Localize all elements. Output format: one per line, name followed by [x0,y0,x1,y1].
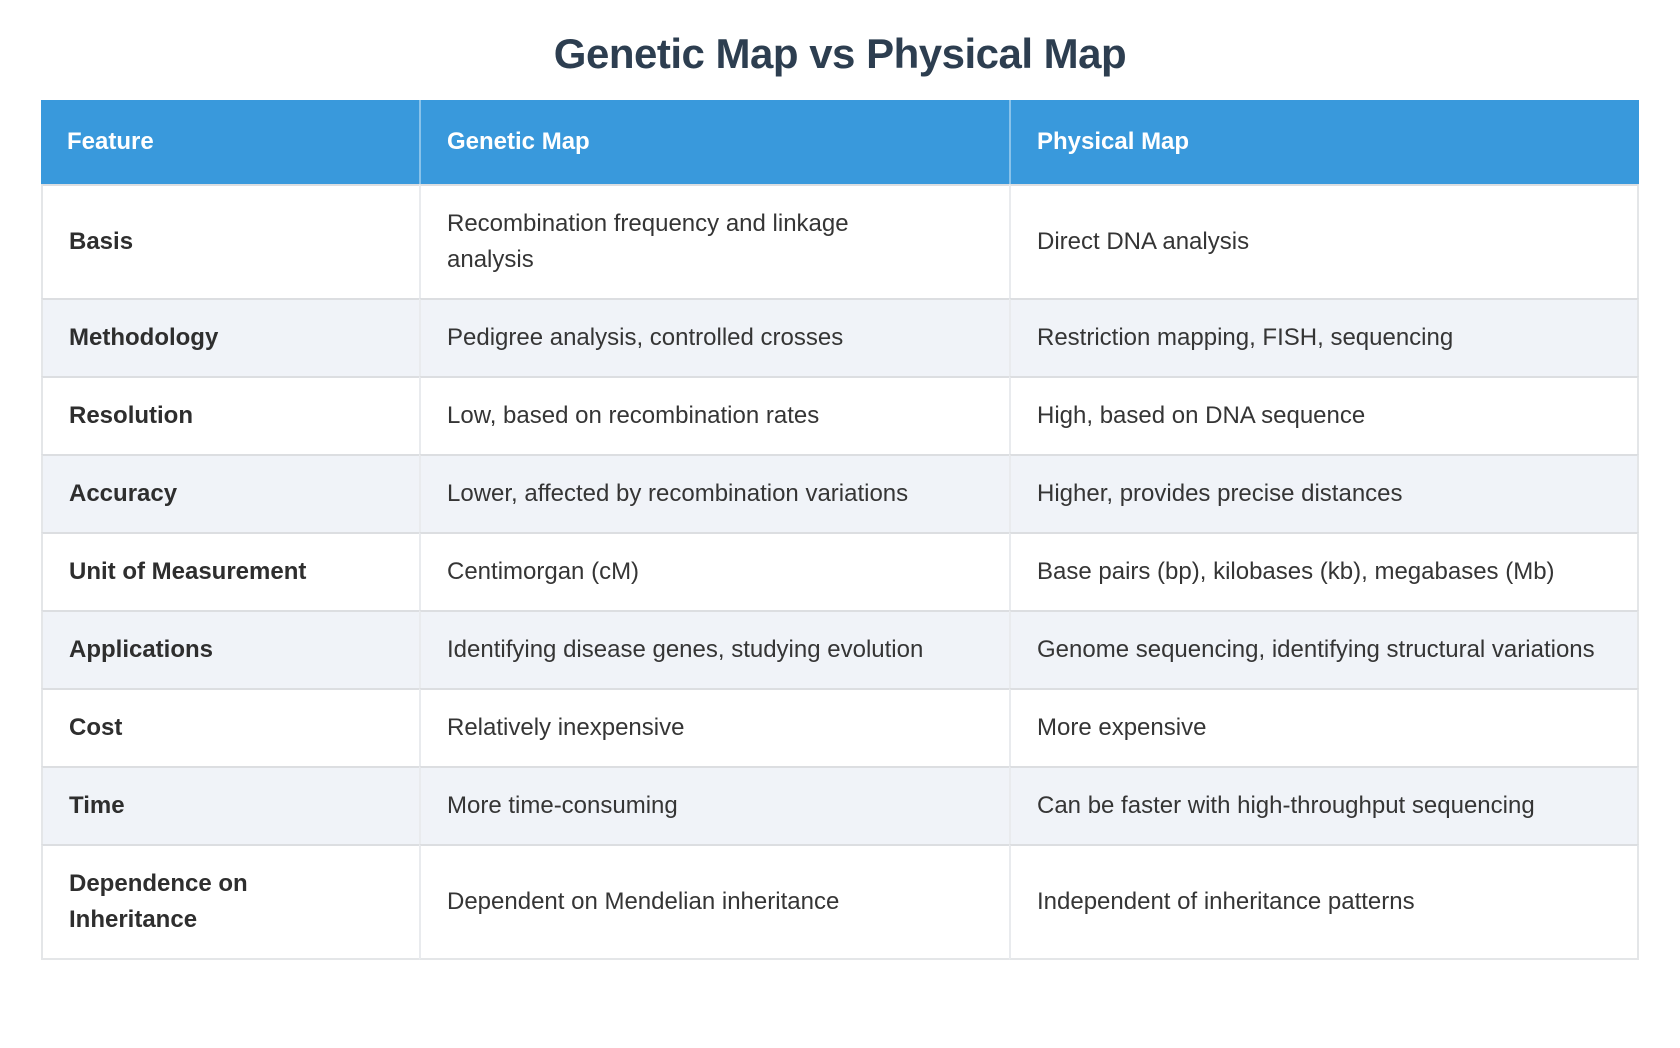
genetic-map-value: Centimorgan (cM) [447,558,640,585]
genetic-map-cell: Identifying disease genes, studying evol… [419,610,1009,688]
physical-map-cell: Independent of inheritance patterns [1009,844,1639,960]
genetic-map-value: Pedigree analysis, controlled crosses [447,324,844,351]
genetic-map-cell: Dependent on Mendelian inheritance [419,844,1009,960]
physical-map-cell: Genome sequencing, identifying structura… [1009,610,1639,688]
genetic-map-cell: Pedigree analysis, controlled crosses [419,298,1009,376]
genetic-map-value: Relatively inexpensive [447,714,685,741]
physical-map-cell: Can be faster with high-throughput seque… [1009,766,1639,844]
physical-map-cell: Base pairs (bp), kilobases (kb), megabas… [1009,532,1639,610]
feature-cell: Cost [41,688,419,766]
physical-map-value: Restriction mapping, FISH, sequencing [1037,324,1454,351]
table-row: Unit of Measurement Centimorgan (cM) Bas… [41,532,1639,610]
column-header-genetic-map: Genetic Map [419,100,1009,184]
table-row: Cost Relatively inexpensive More expensi… [41,688,1639,766]
table-row: Time More time-consuming Can be faster w… [41,766,1639,844]
physical-map-value: Higher, provides precise distances [1037,480,1403,507]
genetic-map-value: Identifying disease genes, studying evol… [447,636,924,663]
feature-label: Basis [69,228,134,255]
feature-label: Time [69,792,125,819]
physical-map-value: More expensive [1037,714,1207,741]
table-row: Methodology Pedigree analysis, controlle… [41,298,1639,376]
feature-cell: Time [41,766,419,844]
physical-map-value: Direct DNA analysis [1037,228,1250,255]
table-header-row: Feature Genetic Map Physical Map [41,100,1639,184]
genetic-map-cell: Relatively inexpensive [419,688,1009,766]
physical-map-cell: High, based on DNA sequence [1009,376,1639,454]
physical-map-value: Base pairs (bp), kilobases (kb), megabas… [1037,558,1555,585]
feature-cell: Dependence on Inheritance [41,844,419,960]
feature-label: Unit of Measurement [69,558,307,585]
feature-cell: Methodology [41,298,419,376]
feature-label: Methodology [69,324,219,351]
genetic-map-value: More time-consuming [447,792,678,819]
physical-map-value: Independent of inheritance patterns [1037,888,1415,915]
feature-label: Accuracy [69,480,178,507]
physical-map-value: Genome sequencing, identifying structura… [1037,636,1595,663]
genetic-map-cell: Recombination frequency and linkage anal… [419,184,1009,298]
column-header-physical-map: Physical Map [1009,100,1639,184]
feature-label: Cost [69,714,123,741]
physical-map-value: Can be faster with high-throughput seque… [1037,792,1535,819]
table-row: Dependence on Inheritance Dependent on M… [41,844,1639,960]
genetic-map-cell: Low, based on recombination rates [419,376,1009,454]
genetic-map-value: Lower, affected by recombination variati… [447,480,909,507]
column-header-feature: Feature [41,100,419,184]
page-title: Genetic Map vs Physical Map [553,30,1127,77]
physical-map-cell: More expensive [1009,688,1639,766]
table-row: Accuracy Lower, affected by recombinatio… [41,454,1639,532]
table-row: Basis Recombination frequency and linkag… [41,184,1639,298]
table-row: Resolution Low, based on recombination r… [41,376,1639,454]
comparison-table: Feature Genetic Map Physical Map Basis R… [41,100,1639,960]
feature-label: Applications [69,636,214,663]
feature-cell: Applications [41,610,419,688]
feature-cell: Unit of Measurement [41,532,419,610]
physical-map-cell: Direct DNA analysis [1009,184,1639,298]
genetic-map-value: Low, based on recombination rates [447,402,820,429]
table-row: Applications Identifying disease genes, … [41,610,1639,688]
physical-map-cell: Higher, provides precise distances [1009,454,1639,532]
genetic-map-value: Dependent on Mendelian inheritance [447,888,840,915]
feature-cell: Resolution [41,376,419,454]
feature-cell: Accuracy [41,454,419,532]
feature-label: Dependence on Inheritance [69,870,248,933]
genetic-map-cell: Centimorgan (cM) [419,532,1009,610]
feature-cell: Basis [41,184,419,298]
genetic-map-cell: More time-consuming [419,766,1009,844]
genetic-map-cell: Lower, affected by recombination variati… [419,454,1009,532]
physical-map-cell: Restriction mapping, FISH, sequencing [1009,298,1639,376]
genetic-map-value: Recombination frequency and linkage anal… [447,210,849,273]
feature-label: Resolution [69,402,193,429]
physical-map-value: High, based on DNA sequence [1037,402,1366,429]
